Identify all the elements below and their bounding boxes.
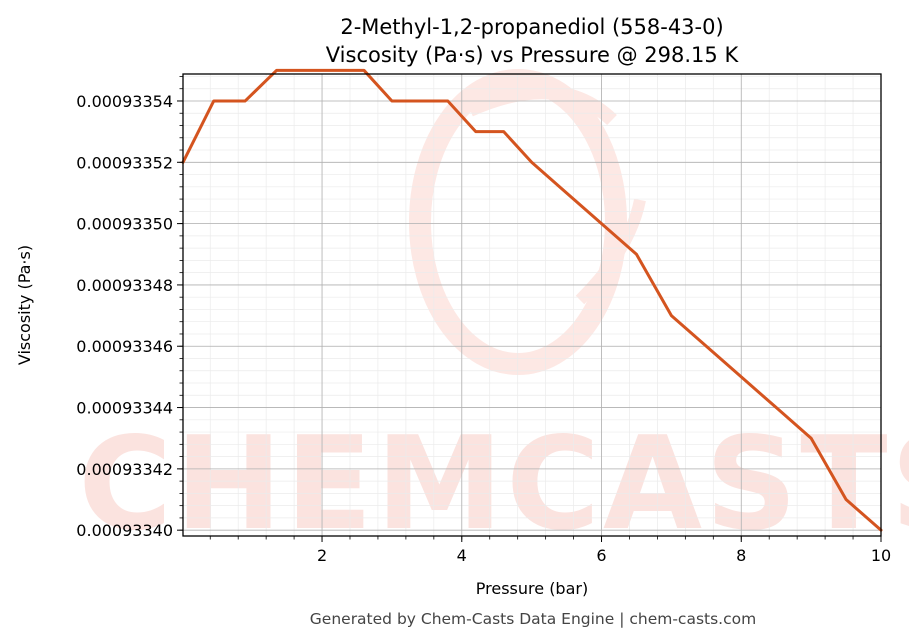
watermark: CHEMCASTS xyxy=(78,69,909,559)
y-tick-label: 0.00093344 xyxy=(76,399,173,418)
x-axis-label: Pressure (bar) xyxy=(476,579,588,598)
chart-subtitle: Viscosity (Pa·s) vs Pressure @ 298.15 K xyxy=(326,43,740,67)
watermark-text: CHEMCASTS xyxy=(78,410,909,559)
y-tick-label: 0.00093350 xyxy=(76,215,173,234)
y-tick-label: 0.00093352 xyxy=(76,153,173,172)
x-tick-label: 6 xyxy=(596,546,606,565)
x-tick-label: 10 xyxy=(871,546,891,565)
y-tick-label: 0.00093348 xyxy=(76,276,173,295)
y-tick-label: 0.00093340 xyxy=(76,521,173,540)
series-line xyxy=(181,68,883,532)
major-grid xyxy=(183,74,882,536)
y-axis-label: Viscosity (Pa·s) xyxy=(15,245,34,365)
plot-frame xyxy=(182,73,882,537)
x-tick-label: 2 xyxy=(317,546,327,565)
y-tick-label: 0.00093346 xyxy=(76,337,173,356)
y-axis: 0.00093340 0.00093342 0.00093344 0.00093346… xyxy=(76,76,183,540)
x-tick-label: 4 xyxy=(457,546,467,565)
y-tick-label: 0.00093354 xyxy=(76,92,173,111)
x-tick-label: 8 xyxy=(736,546,746,565)
y-tick-label: 0.00093342 xyxy=(76,460,173,479)
chart-title: 2-Methyl-1,2-propanediol (558-43-0) xyxy=(340,15,723,39)
series-layer xyxy=(181,68,883,532)
footer-credit: Generated by Chem-Casts Data Engine | ch… xyxy=(310,610,756,628)
x-axis: 2 4 6 8 10 xyxy=(209,536,891,565)
